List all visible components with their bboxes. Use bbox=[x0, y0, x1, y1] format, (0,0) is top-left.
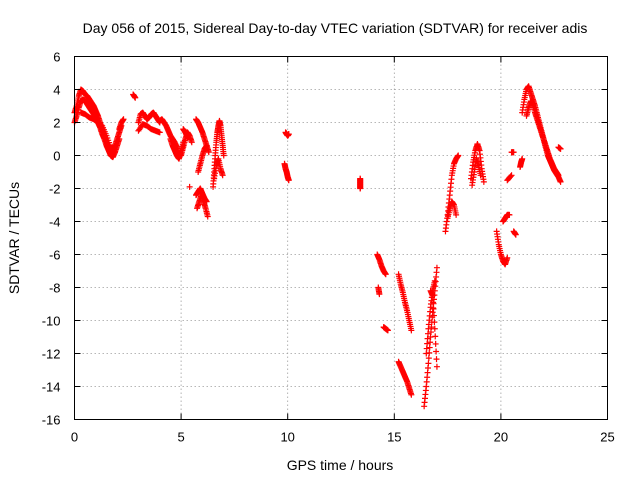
data-point bbox=[205, 149, 212, 156]
y-tick-label: -16 bbox=[42, 413, 61, 428]
data-point bbox=[186, 183, 193, 190]
y-tick-label: 6 bbox=[53, 50, 60, 65]
data-point bbox=[408, 391, 415, 398]
data-point bbox=[477, 172, 484, 179]
data-point bbox=[219, 172, 226, 179]
data-point bbox=[433, 264, 440, 271]
data-point bbox=[506, 211, 513, 218]
data-point bbox=[429, 292, 436, 299]
y-tick-label: -8 bbox=[49, 281, 61, 296]
y-tick-label: -6 bbox=[49, 248, 61, 263]
data-point bbox=[557, 145, 564, 152]
axis-ticks: 0 5 10 15 20 25 -16 -14 -12 -10 -8 -6 -4 -2 0 2 4 6 bbox=[42, 50, 615, 445]
data-point bbox=[427, 339, 434, 346]
data-point bbox=[285, 131, 292, 138]
data-point bbox=[504, 254, 511, 261]
data-point bbox=[116, 136, 123, 142]
data-point bbox=[433, 363, 440, 370]
data-point bbox=[156, 129, 163, 136]
y-tick-label: -4 bbox=[49, 215, 61, 230]
x-tick-label: 25 bbox=[600, 430, 614, 445]
y-tick-label: 0 bbox=[53, 149, 60, 164]
data-point bbox=[431, 319, 438, 326]
data-point bbox=[112, 149, 119, 156]
data-points bbox=[71, 83, 564, 410]
data-point bbox=[507, 173, 514, 180]
plot-frame bbox=[74, 56, 608, 420]
x-tick-label: 10 bbox=[280, 430, 294, 445]
y-tick-label: -12 bbox=[42, 347, 61, 362]
data-point bbox=[480, 178, 487, 185]
data-point bbox=[376, 291, 383, 298]
data-point bbox=[433, 348, 440, 355]
data-point bbox=[408, 327, 415, 334]
y-tick-label: 2 bbox=[53, 116, 60, 131]
data-point bbox=[184, 134, 191, 141]
data-point bbox=[510, 149, 517, 156]
data-point bbox=[203, 198, 210, 205]
x-tick-label: 5 bbox=[177, 430, 184, 445]
data-point bbox=[557, 178, 564, 185]
gridlines bbox=[74, 56, 608, 420]
y-tick-label: -14 bbox=[42, 380, 61, 395]
data-point bbox=[430, 305, 437, 312]
data-point bbox=[455, 152, 462, 159]
data-point bbox=[382, 271, 389, 278]
data-point bbox=[426, 349, 433, 356]
data-point bbox=[430, 312, 437, 319]
data-point bbox=[433, 356, 440, 363]
data-point bbox=[204, 213, 211, 220]
data-point bbox=[519, 155, 526, 162]
data-point bbox=[220, 152, 227, 159]
y-tick-label: -10 bbox=[42, 314, 61, 329]
data-point bbox=[432, 340, 439, 347]
data-point bbox=[431, 325, 438, 332]
data-point bbox=[555, 172, 562, 179]
x-tick-label: 20 bbox=[494, 430, 508, 445]
y-axis-label: SDTVAR / TECUs bbox=[6, 182, 22, 294]
data-point bbox=[508, 172, 515, 179]
data-point bbox=[384, 327, 391, 334]
data-point bbox=[432, 333, 439, 340]
chart-title: Day 056 of 2015, Sidereal Day-to-day VTE… bbox=[83, 20, 588, 36]
data-point bbox=[357, 185, 364, 192]
data-point bbox=[512, 231, 519, 238]
data-point bbox=[132, 94, 139, 101]
y-tick-label: 4 bbox=[53, 83, 60, 98]
data-point bbox=[111, 148, 118, 155]
data-point bbox=[188, 139, 195, 146]
y-tick-label: -2 bbox=[49, 182, 61, 197]
x-axis-label: GPS time / hours bbox=[287, 457, 394, 473]
data-point bbox=[426, 344, 433, 351]
data-point bbox=[120, 116, 127, 123]
data-point bbox=[425, 355, 432, 362]
data-point bbox=[453, 211, 460, 218]
x-tick-label: 0 bbox=[71, 430, 78, 445]
data-point bbox=[425, 360, 432, 367]
data-point bbox=[431, 277, 438, 284]
data-point bbox=[180, 139, 187, 146]
x-tick-label: 15 bbox=[387, 430, 401, 445]
data-point bbox=[430, 299, 437, 306]
data-point bbox=[285, 177, 292, 184]
